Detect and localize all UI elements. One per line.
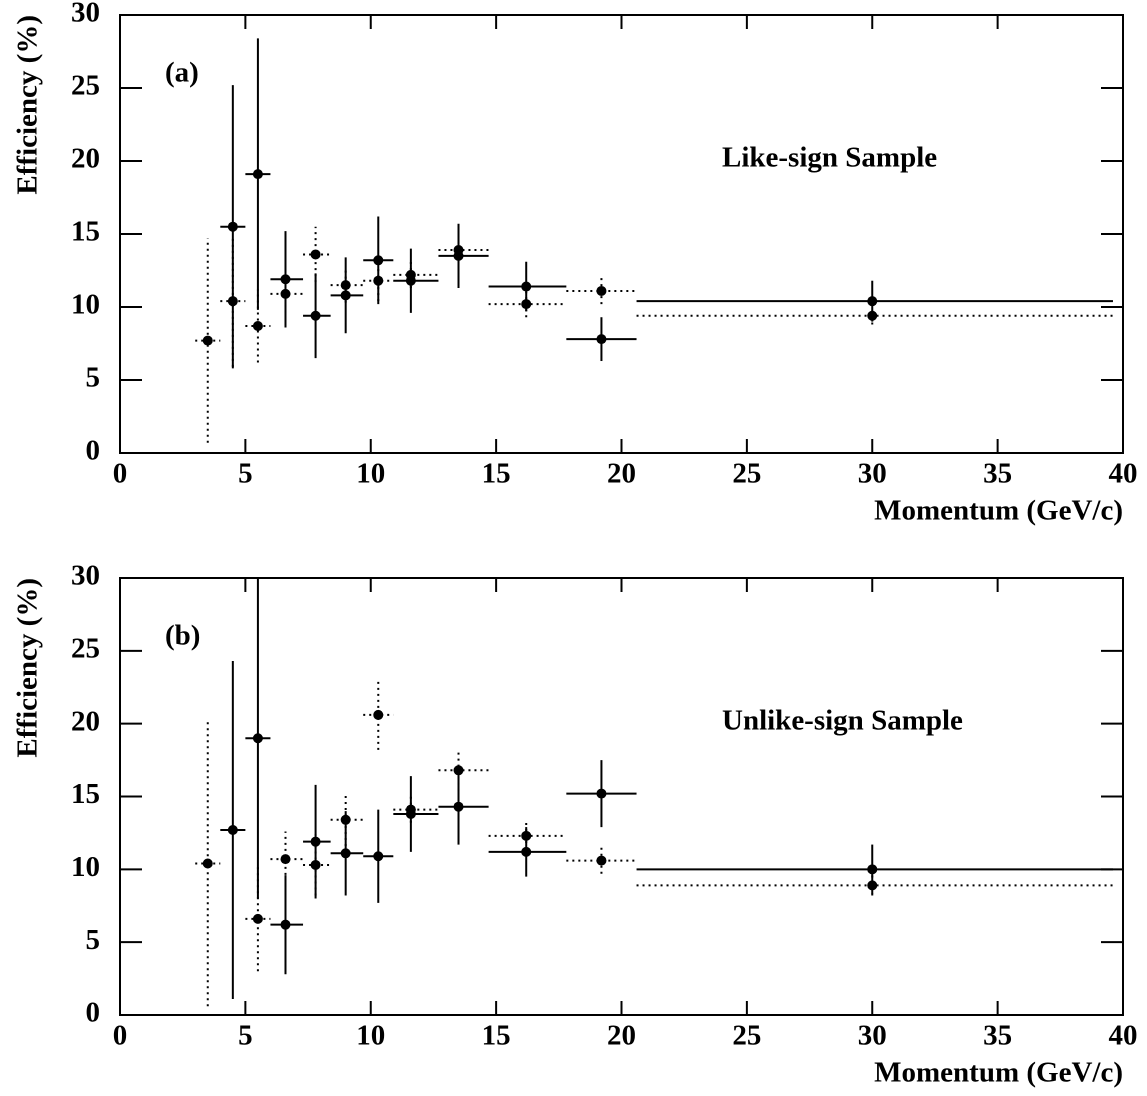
x-tick-label: 0 [113, 1020, 128, 1052]
point [453, 801, 464, 812]
point [405, 269, 416, 280]
point [867, 296, 878, 307]
point [373, 851, 384, 862]
annotation: Unlike-sign Sample [722, 705, 963, 737]
point [280, 288, 291, 299]
point [310, 249, 321, 260]
x-tick-label: 35 [983, 458, 1012, 490]
x-tick-label: 20 [607, 1020, 636, 1052]
point [340, 848, 351, 859]
plot-frame [119, 14, 1124, 454]
y-tick-label: 0 [86, 435, 101, 467]
point [252, 320, 263, 331]
point [227, 825, 238, 836]
x-tick-label: 15 [482, 458, 511, 490]
point [596, 334, 607, 345]
x-tick-label: 30 [858, 1020, 887, 1052]
point [596, 788, 607, 799]
y-axis-title: Efficiency (%) [12, 15, 44, 195]
point [521, 299, 532, 310]
y-tick-label: 30 [71, 0, 100, 29]
y-tick-label: 15 [71, 216, 100, 248]
x-tick-label: 10 [356, 1020, 385, 1052]
point [202, 335, 213, 346]
y-tick-label: 25 [71, 632, 100, 664]
point [596, 855, 607, 866]
point [280, 854, 291, 865]
x-tick-label: 35 [983, 1020, 1012, 1052]
x-tick-label: 5 [238, 1020, 253, 1052]
point [310, 310, 321, 321]
x-tick-label: 30 [858, 458, 887, 490]
point [202, 858, 213, 869]
x-tick-label: 20 [607, 458, 636, 490]
x-axis-title: Momentum (GeV/c) [874, 495, 1123, 527]
y-tick-label: 15 [71, 778, 100, 810]
y-axis-title: Efficiency (%) [12, 578, 44, 758]
point [453, 245, 464, 256]
y-tick-label: 20 [71, 705, 100, 737]
point [373, 275, 384, 286]
y-tick-label: 10 [71, 851, 100, 883]
point [867, 880, 878, 891]
point [373, 255, 384, 266]
x-tick-label: 25 [732, 1020, 761, 1052]
point [340, 814, 351, 825]
point [453, 765, 464, 776]
point [373, 709, 384, 720]
point [867, 310, 878, 321]
plot-frame [119, 577, 1124, 1016]
point [867, 864, 878, 875]
point [405, 804, 416, 815]
y-tick-label: 30 [71, 560, 100, 592]
y-tick-label: 25 [71, 70, 100, 102]
point [280, 919, 291, 930]
annotation: Like-sign Sample [722, 142, 937, 174]
panel-label: (a) [165, 57, 199, 89]
point [340, 280, 351, 291]
point [310, 859, 321, 870]
panel: 0 5 10 15 20 25 30 35 40 0 5 10 15 20 25 30 Momentum (Ge… [12, 560, 1138, 1089]
x-tick-label: 25 [732, 458, 761, 490]
point [280, 274, 291, 285]
point [227, 221, 238, 232]
x-tick-label: 40 [1109, 458, 1138, 490]
point [252, 733, 263, 744]
panel: 0 5 10 15 20 25 30 35 40 0 5 10 15 20 25 30 Momentum (Ge… [12, 0, 1138, 527]
point [252, 913, 263, 924]
point [521, 281, 532, 292]
data-layer [195, 38, 1113, 443]
point [596, 285, 607, 296]
data-layer [195, 578, 1113, 1007]
x-tick-label: 10 [356, 458, 385, 490]
point [310, 836, 321, 847]
y-tick-label: 5 [86, 362, 101, 394]
point [521, 846, 532, 857]
x-tick-label: 15 [482, 1020, 511, 1052]
panel-label: (b) [165, 620, 200, 652]
y-tick-label: 0 [86, 997, 101, 1029]
point [521, 830, 532, 841]
x-tick-label: 5 [238, 458, 253, 490]
y-tick-label: 20 [71, 143, 100, 175]
y-tick-label: 10 [71, 289, 100, 321]
point [252, 169, 263, 180]
x-axis-title: Momentum (GeV/c) [874, 1057, 1123, 1089]
point [227, 296, 238, 307]
y-tick-label: 5 [86, 924, 101, 956]
x-tick-label: 0 [113, 458, 128, 490]
x-tick-label: 40 [1109, 1020, 1138, 1052]
